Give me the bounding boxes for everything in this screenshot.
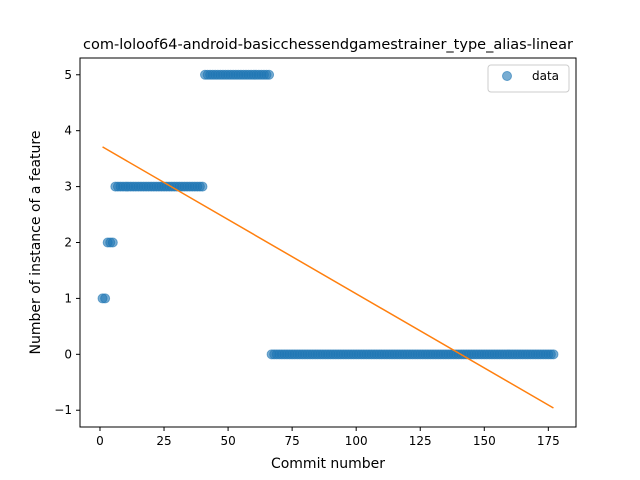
y-tick-label: 3	[64, 180, 72, 194]
x-tick-label: 75	[284, 434, 299, 448]
chart-title: com-loloof64-android-basicchessendgamest…	[83, 37, 573, 53]
x-tick-label: 125	[409, 434, 432, 448]
data-point	[100, 293, 111, 304]
y-axis: −1 0 1 2 3 4 5	[54, 68, 80, 417]
x-tick-label: 175	[537, 434, 560, 448]
trend-line	[102, 146, 554, 409]
x-tick-label: 0	[96, 434, 104, 448]
y-tick-label: 1	[64, 291, 72, 305]
data-point	[548, 349, 559, 360]
y-tick-label: 2	[64, 236, 72, 250]
y-tick-label: 0	[64, 347, 72, 361]
legend-marker-data	[502, 71, 512, 81]
data-point	[107, 237, 118, 248]
data-point	[197, 181, 208, 192]
x-axis: 0 25 50 75 100 125 150 175	[96, 427, 560, 448]
legend-label-data: data	[532, 69, 559, 83]
x-tick-label: 100	[345, 434, 368, 448]
legend: data	[487, 64, 570, 93]
y-axis-label: Number of instance of a feature	[28, 131, 44, 355]
x-axis-label: Commit number	[271, 456, 385, 472]
y-tick-label: 5	[64, 68, 72, 82]
y-tick-label: 4	[64, 124, 72, 138]
x-tick-label: 150	[473, 434, 496, 448]
y-tick-label: −1	[54, 403, 72, 417]
x-tick-label: 25	[156, 434, 171, 448]
plot-area	[97, 69, 559, 409]
data-point	[264, 69, 275, 80]
x-tick-label: 50	[220, 434, 235, 448]
